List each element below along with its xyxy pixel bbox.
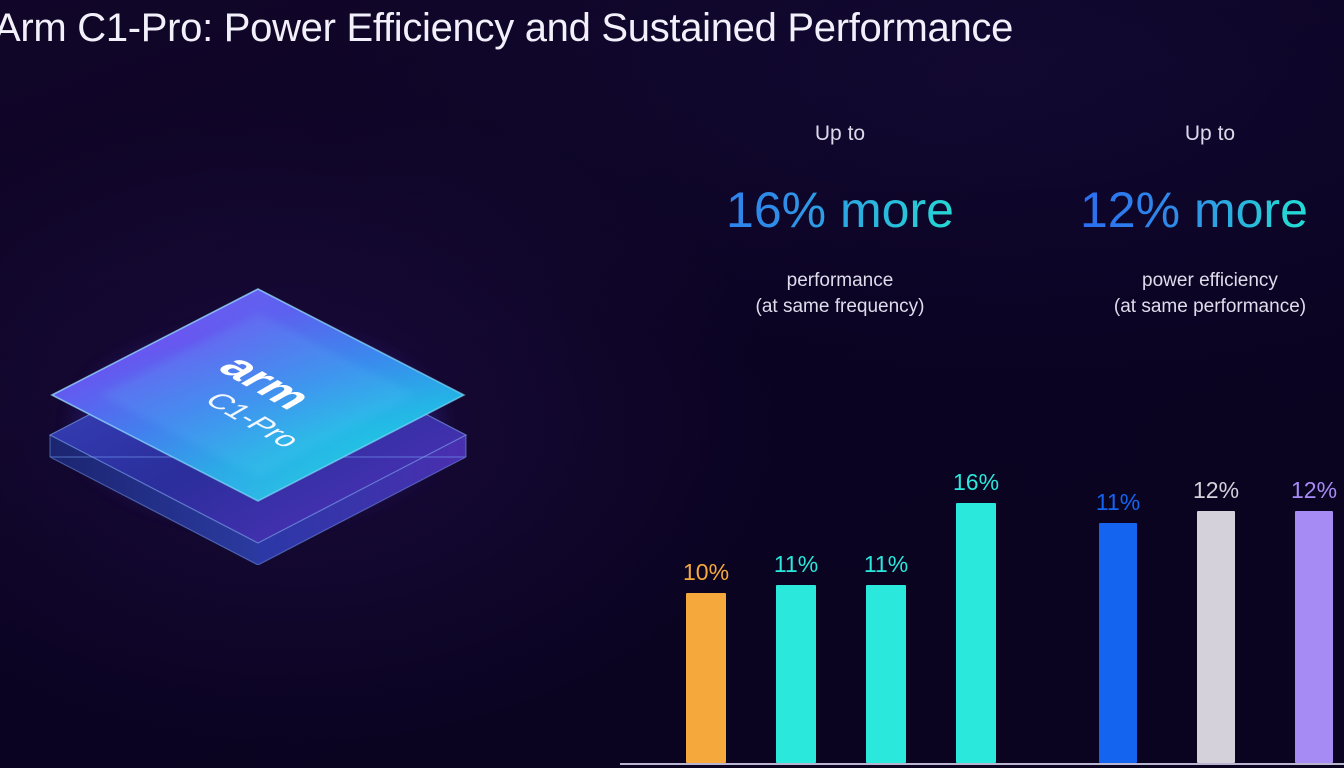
performance-subtitle: performance (at same frequency) <box>620 268 1060 320</box>
bar-value-label: 10% <box>682 559 730 585</box>
power-upto-label: Up to <box>1184 122 1236 145</box>
bar-value-label: 12% <box>1290 477 1338 503</box>
bar-column: 12% <box>1291 475 1337 763</box>
power-bars-plot: 11% 12% 12% <box>1060 360 1344 765</box>
bar <box>1295 511 1333 763</box>
page-title: Arm C1-Pro: Power Efficiency and Sustain… <box>0 6 1014 50</box>
bar-value-label: 11% <box>863 551 909 577</box>
power-subtitle-line1: power efficiency <box>1142 270 1278 291</box>
bar <box>866 585 906 763</box>
bar <box>956 503 996 763</box>
bar-value-label: 11% <box>1095 489 1141 515</box>
bar <box>1197 511 1235 763</box>
performance-bars-plot: 10% 11% 11% 16% <box>620 350 1060 765</box>
performance-subtitle-line1: performance <box>786 270 894 291</box>
bar-column: 16% <box>952 467 1000 763</box>
performance-chart-panel: Up to 16% more performance (at same freq… <box>620 120 1060 768</box>
performance-axis-line <box>620 763 1060 765</box>
power-axis-line <box>1060 763 1344 765</box>
arm-chip-illustration: arm C1-Pro <box>40 275 500 566</box>
bar-column: 11% <box>773 549 819 763</box>
power-headline: 12% more <box>1080 174 1344 246</box>
power-chart-panel: Up to 12% more power efficiency (at same… <box>1060 120 1344 768</box>
chip-svg: arm C1-Pro <box>48 288 468 566</box>
power-subtitle-line2: (at same performance) <box>1113 296 1307 317</box>
bar-column: 11% <box>1095 487 1141 763</box>
performance-upto-label: Up to <box>814 122 866 145</box>
performance-headline: 16% more <box>620 174 1060 246</box>
bar-value-label: 11% <box>773 551 819 577</box>
power-subtitle: power efficiency (at same performance) <box>1060 268 1344 320</box>
bar <box>1099 523 1137 763</box>
bar-value-label: 12% <box>1192 477 1240 503</box>
chip-die <box>50 288 466 502</box>
bar-column: 12% <box>1193 475 1239 763</box>
bar-column: 10% <box>682 557 730 763</box>
bar-value-label: 16% <box>952 469 1000 495</box>
bar-column: 11% <box>863 549 909 763</box>
bar <box>686 593 726 763</box>
bar <box>776 585 816 763</box>
performance-subtitle-line2: (at same frequency) <box>755 296 925 317</box>
